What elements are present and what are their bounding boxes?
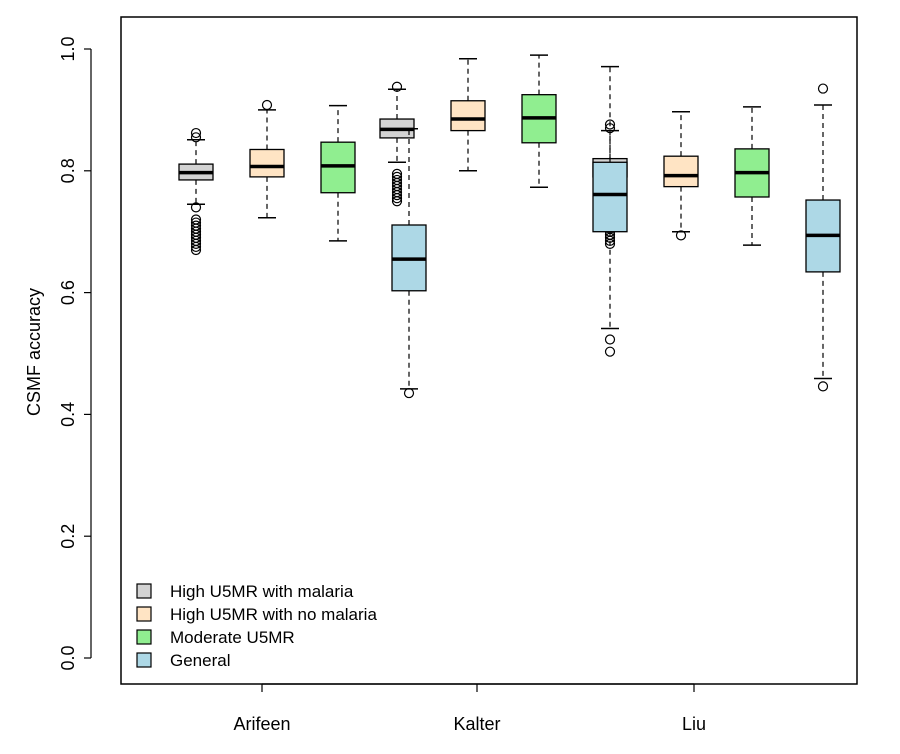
outlier-point bbox=[391, 174, 403, 186]
legend-label: Moderate U5MR bbox=[170, 628, 295, 647]
box-iqr bbox=[450, 100, 486, 132]
box-iqr bbox=[663, 155, 699, 188]
y-tick-label: 0.8 bbox=[58, 158, 78, 183]
outlier-point bbox=[391, 81, 403, 92]
outlier-point bbox=[190, 127, 202, 139]
box-liu-4 bbox=[805, 83, 841, 392]
outlier-point bbox=[817, 381, 829, 392]
outlier-point bbox=[391, 171, 403, 182]
box-liu-2 bbox=[663, 110, 699, 241]
box-kalter-3 bbox=[521, 54, 557, 188]
x-tick-label: Arifeen bbox=[233, 714, 290, 734]
legend-swatch bbox=[136, 583, 152, 599]
legend-label: High U5MR with no malaria bbox=[170, 605, 377, 624]
y-tick-label: 0.0 bbox=[58, 645, 78, 670]
outlier-point bbox=[675, 230, 687, 241]
legend-swatch bbox=[136, 629, 152, 645]
outlier-point bbox=[403, 387, 415, 399]
y-tick-label: 0.6 bbox=[58, 280, 78, 305]
box-arifeen-1 bbox=[178, 127, 214, 256]
legend-label: High U5MR with malaria bbox=[170, 582, 354, 601]
y-axis-label: CSMF accuracy bbox=[24, 288, 44, 416]
outlier-point bbox=[190, 202, 202, 213]
legend-item-4: General bbox=[136, 651, 230, 670]
legend-item-1: High U5MR with malaria bbox=[136, 582, 354, 601]
outlier-point bbox=[190, 132, 202, 143]
outlier-point bbox=[604, 119, 616, 130]
box-arifeen-2 bbox=[249, 99, 285, 219]
box-arifeen-4 bbox=[391, 128, 427, 399]
x-tick-label: Liu bbox=[682, 714, 706, 734]
outlier-point bbox=[190, 217, 202, 228]
axes-layer: 0.0 0.2 0.4 0.6 0.8 1.0 Arifeen Kalter Liu bbox=[58, 36, 706, 734]
box-kalter-1 bbox=[379, 81, 415, 207]
box-arifeen-3 bbox=[320, 104, 356, 242]
box-iqr bbox=[592, 161, 628, 233]
legend-swatch bbox=[136, 652, 152, 668]
legend: High U5MR with malaria High U5MR with no … bbox=[136, 582, 377, 670]
box-liu-3 bbox=[734, 106, 770, 246]
box-kalter-2 bbox=[450, 57, 486, 172]
outlier-point bbox=[604, 346, 616, 357]
outlier-point bbox=[190, 214, 202, 225]
outlier-point bbox=[261, 99, 273, 111]
legend-swatch bbox=[136, 606, 152, 622]
legend-item-3: Moderate U5MR bbox=[136, 628, 295, 647]
plot-frame bbox=[120, 16, 858, 685]
legend-item-2: High U5MR with no malaria bbox=[136, 605, 377, 624]
boxes-layer bbox=[178, 54, 841, 399]
x-tick-label: Kalter bbox=[453, 714, 500, 734]
box-iqr bbox=[249, 148, 285, 178]
y-tick-label: 0.4 bbox=[58, 402, 78, 427]
legend-label: General bbox=[170, 651, 230, 670]
outlier-point bbox=[391, 168, 403, 179]
outlier-point bbox=[817, 83, 829, 94]
outlier-point bbox=[604, 334, 616, 345]
outlier-point bbox=[190, 220, 202, 231]
y-tick-label: 1.0 bbox=[58, 36, 78, 61]
y-tick-label: 0.2 bbox=[58, 524, 78, 549]
box-kalter-4 bbox=[592, 65, 628, 357]
